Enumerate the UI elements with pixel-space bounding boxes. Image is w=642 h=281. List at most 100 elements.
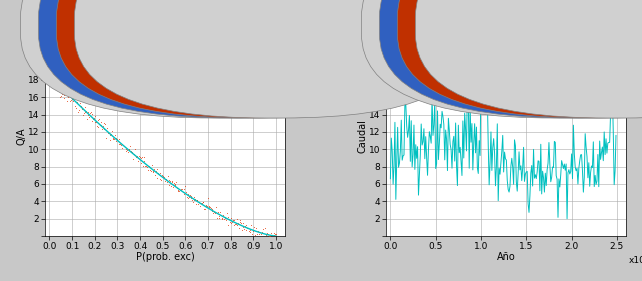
Point xyxy=(56,88,66,93)
Point xyxy=(82,117,92,121)
Point xyxy=(259,235,269,239)
Point xyxy=(174,189,184,194)
Point xyxy=(147,163,157,167)
Point xyxy=(146,169,157,173)
Point xyxy=(67,99,78,104)
Point xyxy=(239,226,249,231)
Point xyxy=(71,105,82,110)
Point xyxy=(196,201,207,205)
Point xyxy=(219,217,229,221)
Point xyxy=(70,103,80,108)
Point xyxy=(259,226,270,231)
Point xyxy=(182,196,193,200)
Point xyxy=(47,65,57,69)
Point xyxy=(64,92,74,97)
Point xyxy=(81,108,91,113)
Point xyxy=(251,229,261,234)
Point xyxy=(131,155,141,159)
Point xyxy=(85,110,96,115)
Point xyxy=(187,198,197,203)
Point xyxy=(132,154,142,158)
Point xyxy=(71,96,81,100)
Point xyxy=(112,136,123,141)
Point xyxy=(185,192,195,197)
Point xyxy=(90,120,100,124)
Point xyxy=(196,201,206,205)
Point xyxy=(240,224,250,228)
Point xyxy=(199,207,209,212)
Point xyxy=(177,188,187,192)
Point xyxy=(232,217,243,221)
Point xyxy=(84,115,94,119)
Point xyxy=(222,215,232,219)
Point xyxy=(256,230,266,235)
Point xyxy=(220,215,230,220)
Point xyxy=(183,192,193,196)
Point xyxy=(46,58,56,62)
Point xyxy=(79,110,89,115)
Point xyxy=(74,102,85,107)
Point xyxy=(243,229,254,234)
Point xyxy=(208,211,218,215)
Point xyxy=(130,146,141,151)
Point xyxy=(109,137,119,141)
Point xyxy=(135,156,146,160)
Point xyxy=(134,159,144,164)
Point xyxy=(175,187,186,192)
Point xyxy=(164,178,174,183)
Point xyxy=(181,190,191,194)
Point xyxy=(212,216,222,220)
Point xyxy=(241,223,251,228)
Point xyxy=(180,184,191,189)
Point xyxy=(253,228,263,233)
Point xyxy=(51,83,61,87)
Point xyxy=(138,164,148,168)
Point xyxy=(75,101,85,105)
Point xyxy=(105,133,116,137)
Point xyxy=(143,168,153,173)
Point xyxy=(121,149,131,154)
Point xyxy=(166,180,177,184)
Point xyxy=(152,167,162,171)
Point xyxy=(89,115,99,120)
Point xyxy=(45,41,55,46)
Point xyxy=(125,144,135,148)
Point xyxy=(175,188,185,192)
Point xyxy=(98,121,108,125)
Point xyxy=(153,171,164,176)
Point xyxy=(104,130,114,135)
Point xyxy=(69,98,79,103)
Point xyxy=(130,153,140,157)
Point xyxy=(172,186,182,191)
Point xyxy=(155,176,166,181)
Point xyxy=(236,221,247,225)
Point xyxy=(247,231,257,236)
Point xyxy=(268,235,278,240)
Point xyxy=(216,216,227,221)
Point xyxy=(80,110,90,114)
Point xyxy=(148,169,158,174)
Point xyxy=(48,71,58,75)
Point xyxy=(141,162,152,167)
Point xyxy=(225,219,235,224)
Point xyxy=(195,200,205,205)
Point xyxy=(164,183,175,188)
Point xyxy=(213,216,223,221)
Point xyxy=(150,173,160,177)
Point xyxy=(173,188,183,192)
Point xyxy=(88,117,98,122)
X-axis label: Año: Año xyxy=(496,252,516,262)
Point xyxy=(254,229,264,234)
Y-axis label: Caudal: Caudal xyxy=(358,119,367,153)
Point xyxy=(256,232,266,236)
Point xyxy=(101,126,112,130)
Point xyxy=(58,92,69,97)
Point xyxy=(191,198,202,203)
Point xyxy=(91,119,101,124)
Point xyxy=(98,124,108,128)
Point xyxy=(238,225,248,230)
Point xyxy=(54,81,64,86)
Point xyxy=(83,110,93,114)
Point xyxy=(140,164,150,169)
Point xyxy=(128,152,139,157)
